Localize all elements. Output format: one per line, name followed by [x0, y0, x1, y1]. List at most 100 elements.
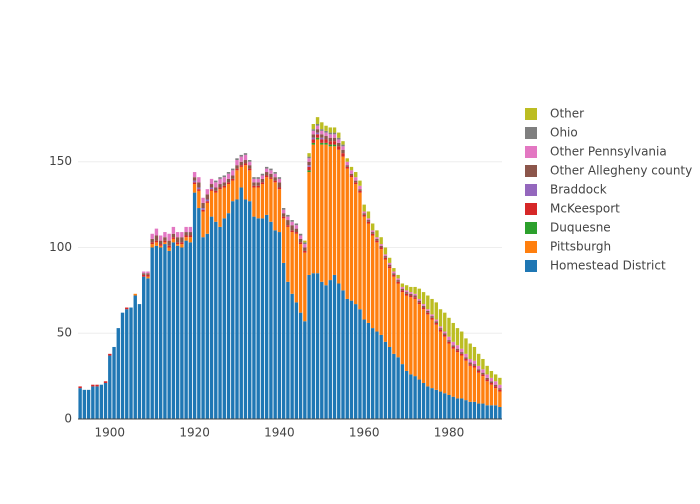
- bar-segment: [269, 168, 273, 171]
- legend-swatch[interactable]: [525, 165, 537, 177]
- bar-segment: [481, 376, 485, 404]
- bar-segment: [426, 314, 430, 387]
- bar-segment: [447, 336, 451, 341]
- bar-segment: [349, 166, 354, 171]
- bar-segment: [192, 180, 197, 183]
- legend-swatch[interactable]: [525, 184, 537, 196]
- bar-segment: [341, 153, 345, 157]
- bar-segment: [337, 137, 341, 140]
- bar-segment: [298, 312, 303, 419]
- bar-segment: [192, 172, 197, 178]
- bar-segment: [269, 221, 273, 419]
- legend-label[interactable]: McKeesport: [550, 202, 620, 216]
- bar-segment: [218, 184, 222, 188]
- bar-segment: [256, 187, 260, 219]
- bar-segment: [264, 177, 269, 215]
- legend-swatch[interactable]: [525, 146, 537, 158]
- bar-segment: [197, 190, 201, 209]
- legend-swatch[interactable]: [525, 260, 537, 272]
- bar-segment: [167, 247, 171, 251]
- bar-segment: [468, 365, 472, 402]
- bar-segment: [239, 161, 243, 166]
- legend-label[interactable]: Other Pennsylvania: [550, 145, 667, 159]
- bar-segment: [188, 232, 193, 236]
- bar-segment: [455, 328, 460, 346]
- bar-segment: [286, 216, 290, 221]
- bar-segment: [311, 139, 316, 143]
- bar-segment: [248, 161, 252, 166]
- bar-segment: [354, 182, 358, 185]
- bar-segment: [409, 374, 413, 419]
- bar-segment: [430, 298, 434, 315]
- bar-segment: [447, 317, 451, 337]
- bar-segment: [286, 220, 290, 226]
- bar-segment: [476, 365, 481, 370]
- legend-swatch[interactable]: [525, 127, 537, 139]
- bar-segment: [328, 144, 332, 147]
- legend-label[interactable]: Pittsburgh: [550, 240, 611, 254]
- bar-segment: [464, 338, 468, 354]
- legend-label[interactable]: Braddock: [550, 183, 607, 197]
- bar-segment: [354, 172, 358, 178]
- bar-segment: [417, 302, 422, 305]
- bar-segment: [248, 160, 252, 162]
- bar-segment: [417, 298, 422, 301]
- bar-segment: [103, 382, 108, 419]
- bar-segment: [489, 382, 494, 385]
- legend-swatch[interactable]: [525, 222, 537, 234]
- bar-segment: [493, 374, 498, 382]
- bar-segment: [409, 295, 413, 298]
- bar-segment: [451, 345, 455, 347]
- bar-segment: [341, 144, 345, 147]
- bar-segment: [252, 178, 256, 183]
- bar-segment: [426, 295, 430, 310]
- bar-segment: [447, 340, 451, 342]
- bar-segment: [315, 124, 320, 126]
- bar-segment: [167, 233, 171, 241]
- bar-segment: [146, 278, 150, 419]
- legend-swatch[interactable]: [525, 241, 537, 253]
- bar-segment: [349, 175, 354, 178]
- bar-segment: [180, 247, 184, 419]
- legend-swatch[interactable]: [525, 108, 537, 120]
- bar-segment: [205, 233, 210, 419]
- bar-segment: [218, 178, 222, 185]
- bar-segment: [485, 374, 489, 378]
- bar-segment: [112, 346, 116, 419]
- bar-segment: [328, 134, 332, 138]
- bar-segment: [307, 166, 311, 171]
- bar-segment: [235, 160, 239, 166]
- bar-segment: [354, 180, 358, 183]
- bar-segment: [116, 328, 120, 419]
- bar-segment: [269, 178, 273, 222]
- legend-label[interactable]: Duquesne: [550, 221, 611, 235]
- bar-segment: [460, 398, 464, 419]
- bar-segment: [413, 286, 417, 294]
- bar-segment: [243, 165, 248, 200]
- bar-segment: [277, 178, 282, 183]
- bar-segment: [218, 226, 222, 419]
- bar-segment: [180, 244, 184, 248]
- bar-segment: [472, 360, 477, 365]
- bar-segment: [404, 293, 409, 296]
- legend-label[interactable]: Homestead District: [550, 259, 666, 273]
- bar-segment: [421, 309, 426, 383]
- bar-segment: [260, 173, 265, 176]
- bar-segment: [125, 309, 129, 419]
- legend-label[interactable]: Other Allegheny county: [550, 164, 692, 178]
- bar-segment: [243, 199, 248, 419]
- bar-segment: [286, 214, 290, 217]
- bar-segment: [324, 130, 328, 133]
- bar-segment: [493, 405, 498, 419]
- legend-swatch[interactable]: [525, 203, 537, 215]
- bar-segment: [103, 381, 108, 383]
- bar-segment: [218, 187, 222, 190]
- bar-segment: [375, 242, 379, 332]
- bar-segment: [498, 384, 502, 389]
- legend-label[interactable]: Other: [550, 107, 584, 121]
- bar-segment: [222, 182, 226, 186]
- legend-label[interactable]: Ohio: [550, 126, 578, 140]
- x-tick-label: 1900: [95, 426, 126, 440]
- bar-segment: [222, 185, 226, 188]
- bar-segment: [201, 197, 205, 203]
